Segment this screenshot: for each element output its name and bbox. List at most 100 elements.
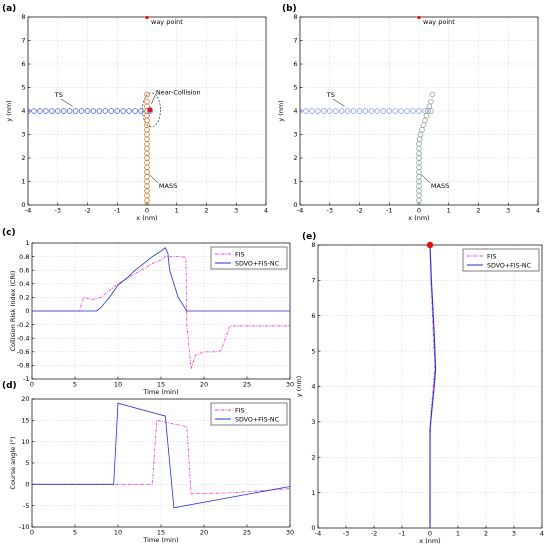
- x-axis-label: x (nm): [419, 537, 440, 545]
- x-tick-label: 15: [157, 529, 165, 537]
- x-tick-label: 10: [114, 381, 122, 389]
- y-tick-label: 10: [21, 438, 29, 446]
- mass-label: MASS: [431, 182, 449, 190]
- series-line-sdvo-fis-nc: [32, 247, 290, 312]
- y-tick-label: 5: [293, 84, 297, 92]
- x-tick-label: 5: [73, 381, 77, 389]
- mass-arrow: [149, 174, 159, 184]
- y-tick-label: 8: [293, 13, 297, 21]
- y-tick-label: 8: [311, 241, 315, 249]
- data-point-mass: [423, 112, 430, 119]
- data-point-ts: [126, 108, 132, 114]
- x-tick-label: 3: [512, 530, 516, 538]
- data-point-ts: [300, 108, 303, 114]
- y-axis-label: y (nm): [277, 100, 285, 121]
- x-tick-label: 25: [243, 381, 251, 389]
- y-tick-label: 6: [311, 312, 315, 320]
- x-tick-label: 1: [447, 207, 451, 215]
- data-point-ts: [66, 108, 73, 114]
- data-point-ts: [60, 108, 67, 114]
- x-tick-label: 3: [506, 207, 510, 215]
- panel-label: (a): [2, 4, 16, 14]
- plot-area: [28, 91, 161, 205]
- x-tick-label: -4: [297, 207, 303, 215]
- data-point-ts: [120, 108, 126, 114]
- y-tick-label: 3: [21, 131, 25, 139]
- y-axis-label: Course angle (°): [9, 436, 17, 489]
- data-point-ts: [398, 108, 404, 114]
- legend-label: SDVO+FIS-NC: [235, 416, 280, 423]
- x-tick-label: -1: [386, 207, 392, 215]
- series-line-sdvo-fis-nc: [429, 245, 437, 528]
- y-tick-label: 2: [293, 154, 297, 162]
- panel-label: (d): [2, 381, 17, 391]
- legend: FIS SDVO+FIS-NC: [210, 246, 288, 270]
- data-point-ts: [96, 108, 103, 114]
- legend-label: SDVO+FIS-NC: [487, 262, 532, 269]
- y-tick-label: 4: [293, 107, 297, 115]
- y-tick-label: 1: [293, 178, 297, 186]
- data-point-ts: [315, 108, 321, 114]
- data-point-ts: [138, 108, 144, 114]
- data-point-ts: [368, 108, 375, 114]
- y-tick-label: 7: [293, 37, 297, 45]
- x-axis-label: x (nm): [408, 214, 429, 222]
- y-tick-label: 20: [21, 395, 29, 403]
- x-tick-label: -1: [399, 530, 405, 538]
- y-tick-label: 3: [293, 131, 297, 139]
- data-point-ts: [374, 108, 381, 114]
- mass-label: MASS: [159, 182, 177, 190]
- x-tick-label: 0: [30, 529, 34, 537]
- y-tick-label: 1: [25, 239, 29, 247]
- y-tick-label: 5: [311, 347, 315, 355]
- ts-arrow: [332, 98, 345, 107]
- data-point-ts: [54, 108, 61, 114]
- y-tick-label: 1: [311, 489, 315, 497]
- panel-b: (b) -4 -3 -2 -1 0 1 2 3 4 0 1 2 3 4 5 6 7 8 x (nm) y (nm) way…: [277, 4, 540, 222]
- y-tick-label: 6: [21, 60, 25, 68]
- data-point-ts: [28, 108, 31, 114]
- x-tick-label: 20: [200, 381, 208, 389]
- y-tick-label: 0: [21, 201, 25, 209]
- x-tick-label: -2: [371, 530, 377, 538]
- data-point-ts: [404, 108, 410, 114]
- data-point-mass: [419, 127, 425, 133]
- y-axis-label: Collision Risk Index (CRI): [9, 271, 17, 352]
- y-tick-label: -1: [23, 375, 29, 383]
- y-tick-label: -0.8: [17, 362, 30, 370]
- data-point-mass: [144, 98, 150, 105]
- y-tick-label: 3: [311, 418, 315, 426]
- data-point-ts: [43, 108, 49, 114]
- data-point-ts: [327, 108, 333, 114]
- y-tick-label: 2: [311, 453, 315, 461]
- x-tick-label: 2: [484, 530, 488, 538]
- x-tick-label: 2: [476, 207, 480, 215]
- data-point-mass: [422, 117, 428, 124]
- x-tick-label: 4: [540, 530, 544, 538]
- y-tick-label: 1: [21, 178, 25, 186]
- data-point-mass: [420, 122, 427, 128]
- x-tick-label: 30: [286, 381, 294, 389]
- waypoint-marker: [426, 241, 434, 249]
- y-tick-label: 8: [21, 13, 25, 21]
- legend-label: FIS: [235, 407, 244, 414]
- x-tick-label: 5: [73, 529, 77, 537]
- x-tick-label: -1: [114, 207, 120, 215]
- y-tick-label: 0: [311, 524, 315, 532]
- x-tick-label: -3: [55, 207, 61, 215]
- panel-a: (a) -4 -3 -2 -1 0 1 2 3 4 0 1 2 3 4 5 6 7 8 x (nm) y (nm) way…: [2, 4, 268, 222]
- x-tick-label: 15: [157, 381, 165, 389]
- y-tick-label: -10: [19, 523, 30, 531]
- data-point-ts: [380, 108, 387, 114]
- near-collision-ellipse: [142, 92, 161, 128]
- legend-label: FIS: [235, 251, 244, 258]
- data-point-ts: [303, 108, 309, 114]
- x-tick-label: 1: [456, 530, 460, 538]
- panel-label: (e): [302, 232, 316, 242]
- y-tick-label: 0.4: [19, 280, 29, 288]
- data-point-mass: [429, 91, 436, 98]
- x-axis-label: Time (min): [142, 388, 178, 396]
- data-point-ts: [356, 108, 363, 114]
- y-tick-label: 0: [25, 481, 29, 489]
- data-point-ts: [392, 108, 398, 114]
